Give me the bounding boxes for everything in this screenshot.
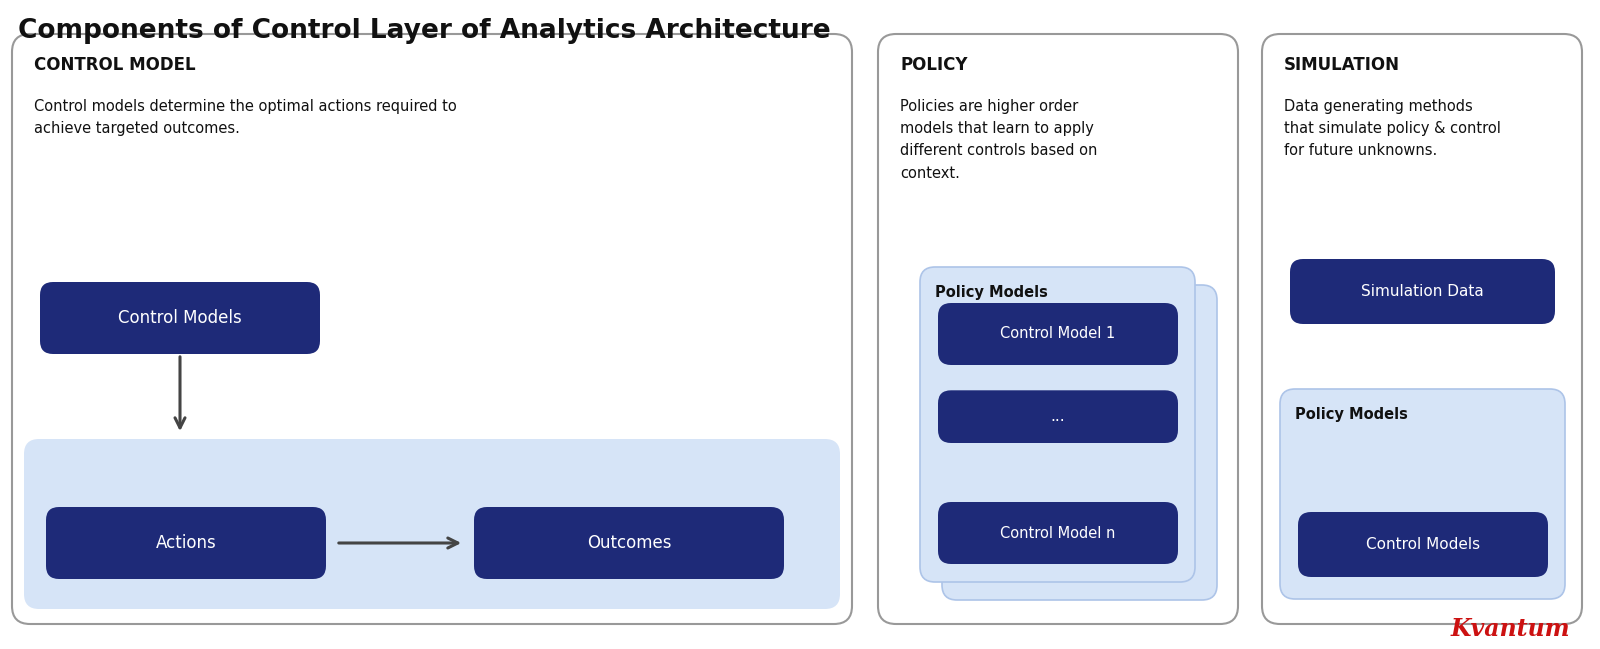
FancyBboxPatch shape: [1298, 512, 1547, 577]
FancyBboxPatch shape: [13, 34, 851, 624]
FancyBboxPatch shape: [938, 303, 1178, 365]
FancyBboxPatch shape: [1280, 389, 1565, 599]
Text: POLICY: POLICY: [899, 56, 968, 74]
Text: Simulation Data: Simulation Data: [1362, 284, 1483, 299]
Text: Control Models: Control Models: [118, 309, 242, 327]
FancyBboxPatch shape: [878, 34, 1238, 624]
FancyBboxPatch shape: [1290, 259, 1555, 324]
FancyBboxPatch shape: [40, 282, 320, 354]
Text: Control models determine the optimal actions required to
achieve targeted outcom: Control models determine the optimal act…: [34, 99, 456, 136]
Text: Data generating methods
that simulate policy & control
for future unknowns.: Data generating methods that simulate po…: [1283, 99, 1501, 158]
FancyBboxPatch shape: [938, 390, 1178, 443]
FancyBboxPatch shape: [46, 507, 326, 579]
Text: Policies are higher order
models that learn to apply
different controls based on: Policies are higher order models that le…: [899, 99, 1098, 180]
Text: Policy Models: Policy Models: [1294, 407, 1408, 422]
Text: Control Models: Control Models: [1366, 537, 1480, 552]
Text: Control Model 1: Control Model 1: [1000, 326, 1115, 341]
FancyBboxPatch shape: [1262, 34, 1582, 624]
Text: Control Model n: Control Model n: [1000, 526, 1115, 541]
Text: Actions: Actions: [155, 534, 216, 552]
Text: Components of Control Layer of Analytics Architecture: Components of Control Layer of Analytics…: [18, 18, 830, 44]
FancyBboxPatch shape: [942, 285, 1218, 600]
FancyBboxPatch shape: [24, 439, 840, 609]
Text: SIMULATION: SIMULATION: [1283, 56, 1400, 74]
FancyBboxPatch shape: [474, 507, 784, 579]
Text: Outcomes: Outcomes: [587, 534, 672, 552]
Text: Kvantum: Kvantum: [1450, 617, 1570, 641]
Text: Policy Models: Policy Models: [934, 285, 1048, 300]
Text: CONTROL MODEL: CONTROL MODEL: [34, 56, 195, 74]
FancyBboxPatch shape: [938, 502, 1178, 564]
Text: ...: ...: [1051, 409, 1066, 424]
FancyBboxPatch shape: [920, 267, 1195, 582]
